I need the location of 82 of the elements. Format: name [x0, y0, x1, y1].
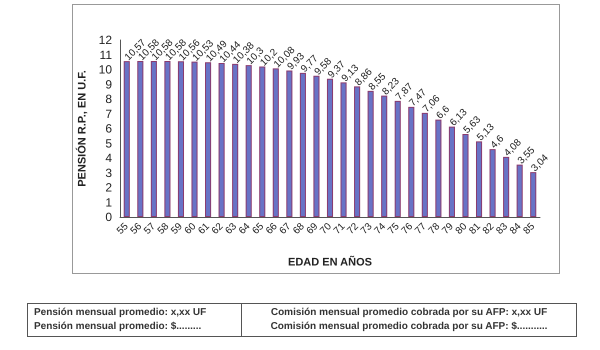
bar: [150, 60, 157, 217]
bar: [503, 156, 510, 217]
bar: [205, 62, 212, 217]
bar: [246, 65, 252, 217]
x-tick-label: 79: [440, 220, 456, 237]
y-tick-label: 2: [105, 180, 112, 194]
x-tick-label: 56: [128, 220, 145, 237]
x-tick-label: 80: [454, 220, 470, 237]
text: Pensión mensual promedio: $.........: [34, 320, 202, 334]
y-tick-label: 8: [105, 92, 112, 106]
bar: [394, 100, 401, 217]
bar: [340, 82, 347, 217]
y-tick-label: 11: [100, 48, 112, 62]
text: Comisión mensual promedio cobrada por su AFP: $...........: [270, 320, 548, 334]
y-tick-label: 7: [105, 106, 112, 121]
x-tick-label: 55: [115, 220, 131, 237]
x-tick-label: 70: [318, 220, 334, 237]
bar: [408, 106, 414, 217]
bar: [218, 63, 225, 217]
x-tick-label: 85: [521, 220, 538, 237]
bar: [232, 64, 238, 217]
y-tick-label: 5: [105, 136, 112, 150]
x-tick-label: 74: [372, 220, 388, 237]
x-tick-label: 64: [236, 220, 253, 237]
y-tick-label: 6: [105, 122, 112, 136]
x-tick-label: 71: [332, 220, 348, 237]
bar: [516, 164, 523, 217]
x-tick-label: 84: [508, 220, 524, 237]
x-tick-label: 59: [169, 220, 186, 237]
x-tick-label: 82: [480, 220, 497, 237]
x-tick-label: 66: [264, 220, 280, 237]
x-tick-label: 77: [413, 220, 430, 237]
bar: [300, 72, 306, 217]
text: Pensión mensual promedio: x,xx UF: [34, 306, 208, 320]
bar: [435, 120, 442, 217]
x-tick-label: 83: [494, 220, 510, 237]
x-axis-title: EDAD EN AÑOS: [288, 256, 372, 268]
data-label: 4,6: [488, 133, 507, 152]
y-tick-label: 0: [105, 210, 112, 224]
bar: [178, 61, 184, 217]
x-tick-label: 57: [142, 220, 158, 237]
y-tick-label: 4: [105, 151, 112, 165]
bar: [313, 76, 320, 217]
x-tick-label: 72: [345, 220, 362, 237]
y-axis-title: PENSIÓN R.P., EN U.F.: [75, 70, 88, 187]
bar: [476, 141, 482, 217]
x-tick-label: 78: [426, 220, 443, 237]
y-tick-label: 10: [98, 62, 112, 76]
bar: [490, 149, 496, 217]
bar: [124, 61, 130, 217]
y-tick-label: 12: [98, 33, 112, 47]
x-tick-label: 60: [182, 220, 199, 237]
bar: [272, 68, 279, 217]
bar: [191, 62, 198, 217]
bar: [462, 134, 469, 217]
x-tick-label: 65: [250, 220, 266, 237]
x-tick-label: 58: [156, 220, 172, 237]
x-tick-label: 67: [278, 220, 294, 237]
bar: [368, 90, 374, 217]
bar: [530, 172, 536, 217]
text: Comisión mensual promedio cobrada por su AFP: x,xx UF: [270, 306, 548, 320]
y-tick-label: 1: [105, 195, 112, 210]
bar: [381, 96, 388, 217]
x-tick-label: 61: [196, 220, 212, 237]
bar: [448, 126, 455, 217]
y-tick-label: 9: [105, 77, 112, 92]
bar: [422, 112, 428, 217]
y-tick-label: 3: [105, 166, 112, 180]
x-tick-label: 76: [400, 220, 416, 237]
bar: [286, 70, 292, 217]
x-tick-label: 73: [358, 220, 375, 237]
bar: [164, 60, 170, 217]
x-tick-label: 62: [210, 220, 226, 237]
x-tick-label: 63: [223, 220, 240, 237]
bar: [137, 60, 144, 217]
bar: [354, 86, 360, 217]
x-tick-label: 68: [291, 220, 308, 237]
x-tick-label: 81: [467, 220, 484, 237]
x-tick-label: 69: [304, 220, 321, 237]
bar: [326, 78, 334, 217]
x-tick-label: 75: [386, 220, 402, 237]
bar: [259, 66, 266, 217]
